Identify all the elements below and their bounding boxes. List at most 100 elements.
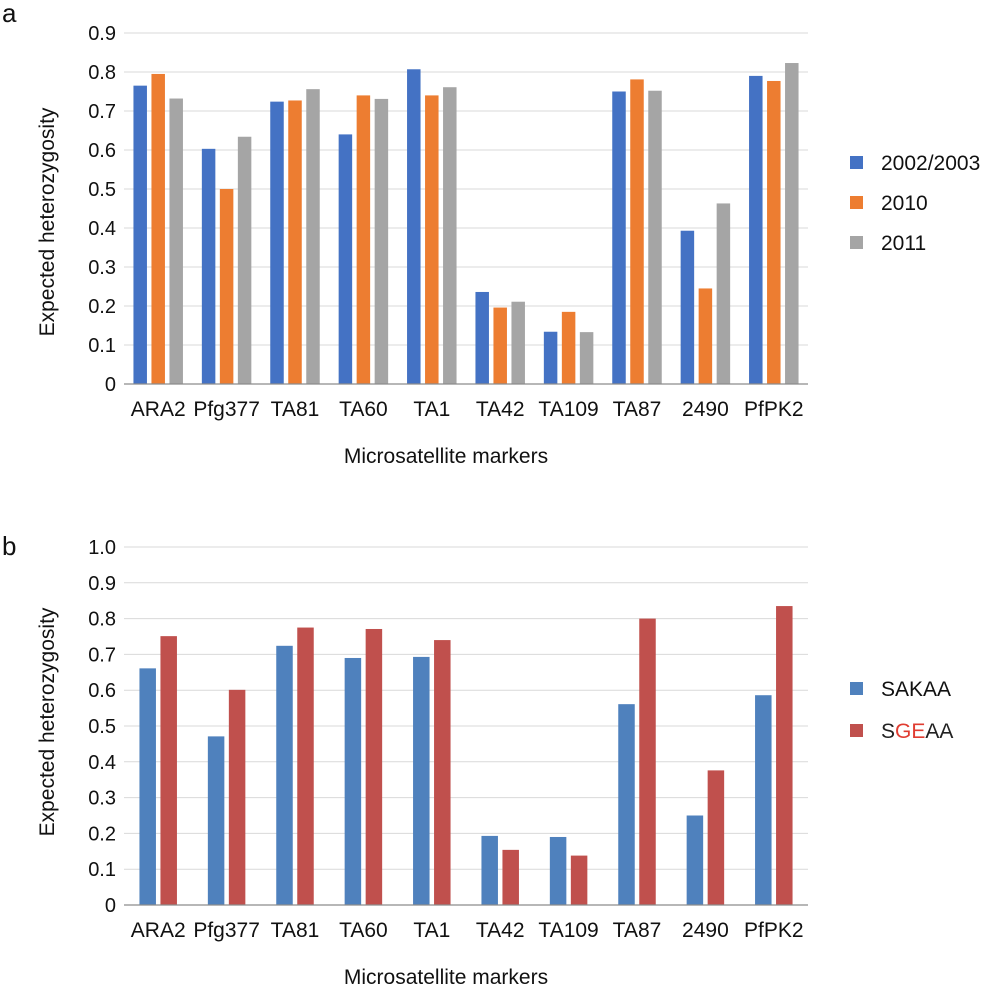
bar-2010-ta109 [561, 311, 576, 384]
category-label: TA42 [476, 398, 525, 421]
bar-sakaa-ta87 [618, 704, 635, 905]
y-tick-label: 0.7 [88, 101, 116, 123]
y-tick-label: 0.4 [88, 218, 116, 240]
bar-2002-2003-pfg377 [201, 148, 216, 384]
panel-a-x-axis-label: Microsatellite markers [344, 445, 548, 468]
bar-2010-pfpk2 [767, 80, 781, 384]
panel-b: b 0 0.1 0.2 0.3 0.4 0.5 0.6 0.7 0.8 0.9 1.0 ARA2 Pf… [2, 531, 953, 985]
legend-label: 2002/2003 [881, 152, 980, 175]
category-label: TA1 [413, 919, 450, 942]
bar-2011-ta42 [511, 301, 525, 384]
bar-2002-2003-pfpk2 [749, 75, 763, 385]
bar-2011-ara2 [169, 98, 183, 385]
y-tick-label: 0.1 [88, 859, 116, 881]
legend-swatch [850, 682, 863, 695]
y-tick-label: 0.3 [88, 257, 116, 279]
bar-sakaa-ta42 [481, 835, 498, 905]
bar-sakaa-ta60 [344, 657, 362, 905]
y-tick-label: 0.6 [88, 140, 116, 162]
bar-2010-pfg377 [219, 189, 234, 384]
panel-b-bars [139, 606, 793, 905]
category-label: 2490 [682, 398, 729, 421]
category-label: TA87 [613, 398, 662, 421]
bar-sakaa-ara2 [139, 668, 156, 905]
y-tick-label: 0.5 [88, 179, 116, 201]
category-label: TA109 [538, 919, 598, 942]
bar-sgeaa-pfg377 [228, 689, 246, 905]
category-label: 2490 [682, 919, 729, 942]
bar-2002-2003-ta1 [407, 69, 421, 385]
bar-sgeaa-ta42 [502, 849, 519, 905]
category-label: ARA2 [131, 919, 186, 942]
y-tick-label: 0 [105, 374, 116, 396]
bar-2010-ta60 [356, 95, 371, 385]
panel-b-x-axis-label: Microsatellite markers [344, 966, 548, 985]
category-label: Pfg377 [193, 398, 260, 421]
y-tick-label: 0.1 [88, 335, 116, 357]
legend-label: SAKAA [881, 678, 951, 701]
bar-2010-ta87 [630, 79, 644, 384]
category-label: ARA2 [131, 398, 186, 421]
y-tick-label: 0.7 [88, 644, 116, 666]
y-tick-label: 0.2 [88, 823, 116, 845]
bar-2011-2490 [716, 203, 731, 384]
category-label: PfPK2 [744, 398, 804, 421]
y-tick-label: 0.4 [88, 752, 116, 774]
panel-a-y-axis-label: Expected heterozygosity [36, 107, 59, 336]
bar-sgeaa-ta109 [570, 855, 588, 905]
bar-2002-2003-2490 [680, 230, 695, 384]
panel-a: a 0 0.1 0.2 0.3 0.4 0.5 0.6 0.7 0.8 0.9 ARA2 Pfg37… [2, 0, 980, 468]
legend-swatch [850, 236, 863, 249]
y-tick-label: 0.8 [88, 609, 116, 631]
bar-2010-ta1 [425, 95, 439, 385]
bar-sgeaa-ta60 [365, 628, 383, 905]
category-label: Pfg377 [193, 919, 260, 942]
panel-b-category-labels: ARA2 Pfg377 TA81 TA60 TA1 TA42 TA109 TA87 2490 Pf… [131, 919, 804, 942]
category-label: TA109 [538, 398, 598, 421]
bar-2002-2003-ta109 [543, 331, 558, 384]
bar-2010-ta81 [288, 100, 302, 384]
bar-2011-ta109 [579, 332, 594, 384]
category-label: TA60 [339, 398, 388, 421]
bar-2011-ta81 [306, 89, 320, 384]
y-tick-label: 0.2 [88, 296, 116, 318]
panel-a-label: a [2, 0, 17, 28]
panel-b-legend: SAKAA SGEAA [850, 678, 953, 743]
bar-sgeaa-2490 [707, 770, 725, 905]
category-label: TA87 [613, 919, 662, 942]
bar-2010-2490 [698, 288, 713, 384]
bar-2002-2003-ta81 [270, 101, 284, 384]
panel-a-legend: 2002/2003 2010 2011 [850, 152, 980, 255]
legend-label: 2011 [881, 232, 926, 255]
category-label: TA81 [271, 919, 320, 942]
bar-2002-2003-ta87 [612, 91, 626, 384]
category-label: TA81 [271, 398, 320, 421]
bar-sakaa-ta81 [276, 645, 293, 905]
bar-2011-pfg377 [237, 136, 252, 384]
legend-label: 2010 [881, 192, 928, 215]
panel-a-y-ticks: 0 0.1 0.2 0.3 0.4 0.5 0.6 0.7 0.8 0.9 [88, 23, 116, 396]
bar-sgeaa-ta87 [639, 618, 656, 905]
bar-2002-2003-ta60 [338, 134, 353, 384]
panel-b-gridlines [124, 546, 808, 870]
bar-2011-ta87 [648, 90, 662, 384]
y-tick-label: 1.0 [88, 537, 116, 559]
category-label: PfPK2 [744, 919, 804, 942]
legend-swatch [850, 196, 863, 209]
category-label: TA42 [476, 919, 525, 942]
bar-2011-ta1 [443, 87, 457, 385]
panel-a-bars [133, 63, 799, 385]
y-tick-label: 0.3 [88, 788, 116, 810]
bar-2010-ara2 [151, 73, 165, 384]
y-tick-label: 0.9 [88, 23, 116, 45]
bar-2011-ta60 [374, 98, 389, 384]
bar-2002-2003-ara2 [133, 85, 147, 385]
bar-sakaa-pfpk2 [755, 695, 772, 905]
y-tick-label: 0 [105, 895, 116, 917]
legend-label: SGEAA [881, 720, 953, 743]
category-label: TA60 [339, 919, 388, 942]
panel-a-category-labels: ARA2 Pfg377 TA81 TA60 TA1 TA42 TA109 TA87 2490 Pf… [131, 398, 804, 421]
panel-b-y-axis-label: Expected heterozygosity [36, 607, 59, 836]
legend-swatch [850, 724, 863, 737]
